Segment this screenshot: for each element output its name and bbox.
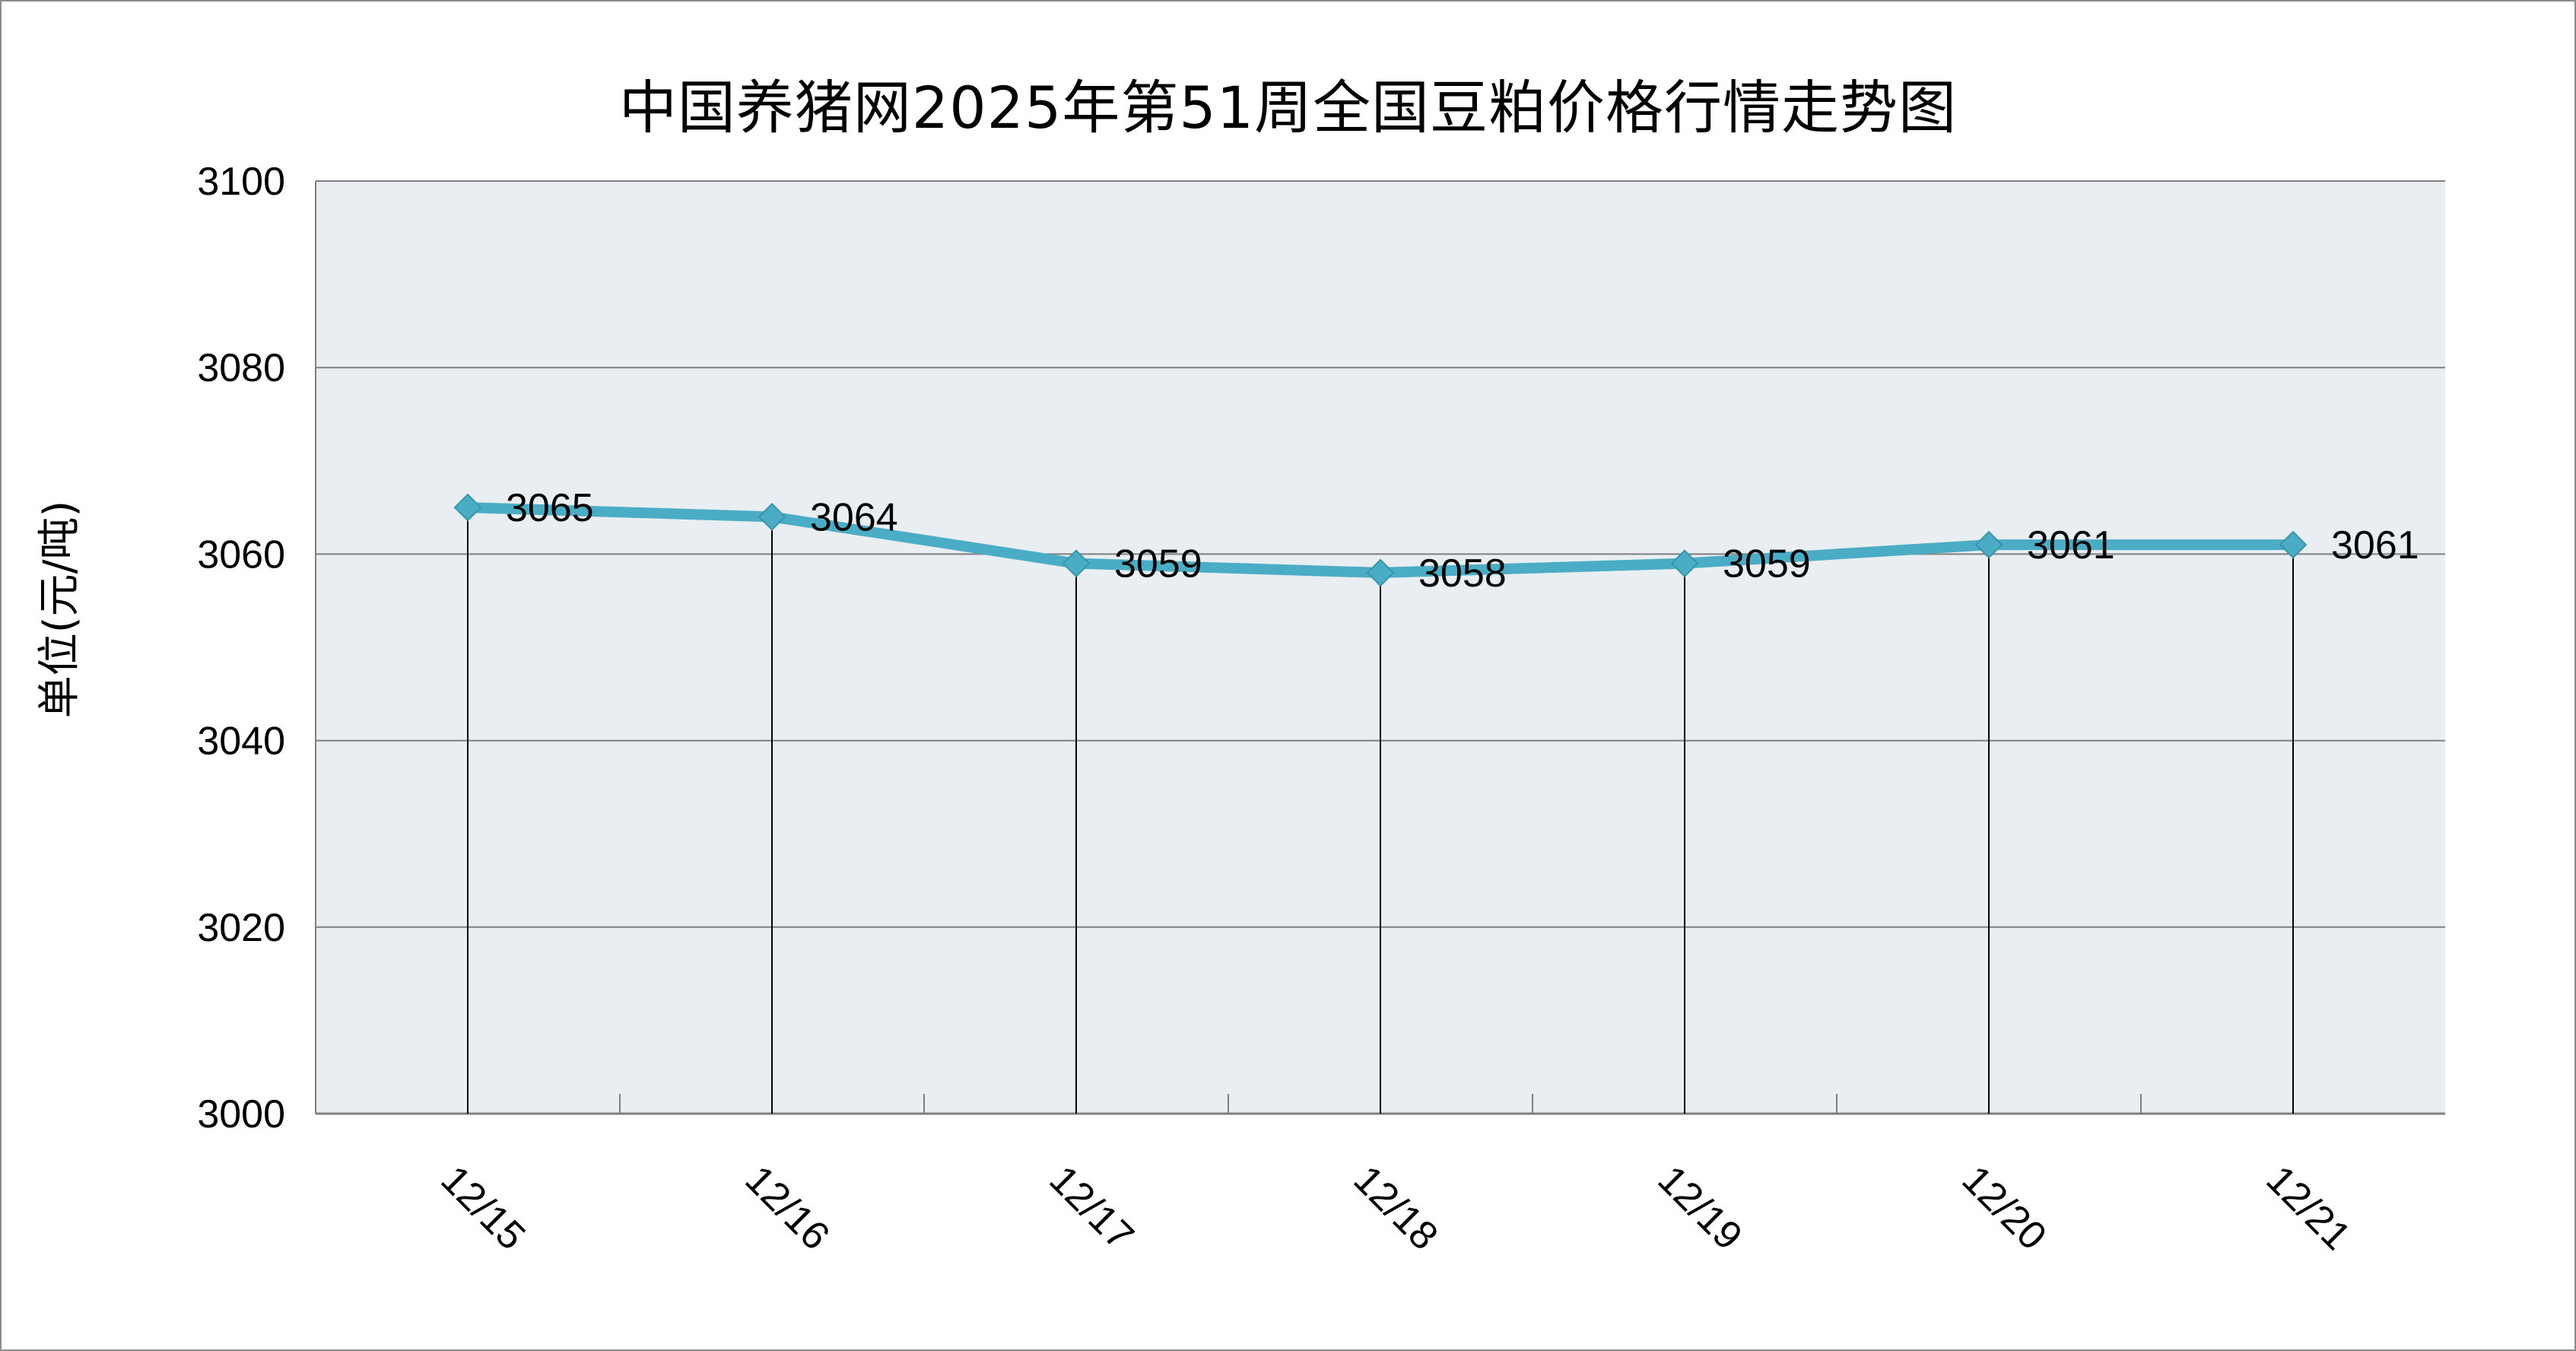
data-label: 3061 <box>2331 523 2419 567</box>
data-label: 3065 <box>506 486 594 530</box>
x-tick-label: 12/17 <box>1041 1157 1142 1258</box>
x-tick-label: 12/21 <box>2258 1157 2359 1258</box>
data-point-marker <box>453 493 482 522</box>
data-label: 3064 <box>810 495 898 539</box>
data-point-marker <box>1670 549 1699 578</box>
x-tick-labels: 12/15 12/16 12/17 12/18 12/19 12/20 12/21 <box>433 1157 2359 1258</box>
drop-lines <box>467 507 2294 1114</box>
data-label: 3058 <box>1418 552 1507 596</box>
y-axis-title: 单位(元/吨) <box>35 501 84 719</box>
data-label: 3059 <box>1114 542 1202 586</box>
y-tick-label: 3000 <box>197 1092 285 1136</box>
data-label: 3061 <box>2027 523 2115 567</box>
data-point-marker <box>758 502 786 531</box>
data-point-marker <box>1974 530 2003 559</box>
x-tick-label: 12/19 <box>1650 1157 1751 1258</box>
x-tick-label: 12/20 <box>1954 1157 2055 1258</box>
data-label: 3059 <box>1723 542 1811 586</box>
chart-title: 中国养猪网2025年第51周全国豆粕价格行情走势图 <box>618 74 1958 141</box>
y-tick-label: 3020 <box>197 906 285 950</box>
y-tick-labels: 3000 3020 3040 3060 3080 3100 <box>197 160 285 1136</box>
data-label-layer: 3065 3064 3059 3058 3059 3061 3061 <box>506 486 2419 596</box>
x-tick-label: 12/16 <box>737 1157 838 1258</box>
y-tick-label: 3040 <box>197 720 285 764</box>
x-tick-label: 12/18 <box>1345 1157 1447 1258</box>
x-tick-label: 12/15 <box>433 1157 534 1258</box>
y-tick-label: 3100 <box>197 160 285 204</box>
data-point-marker <box>2279 530 2308 559</box>
data-point-marker <box>1366 558 1395 587</box>
data-point-marker <box>1062 549 1091 578</box>
marker-layer <box>453 493 2308 587</box>
y-tick-label: 3060 <box>197 532 285 577</box>
y-tick-label: 3080 <box>197 346 285 390</box>
